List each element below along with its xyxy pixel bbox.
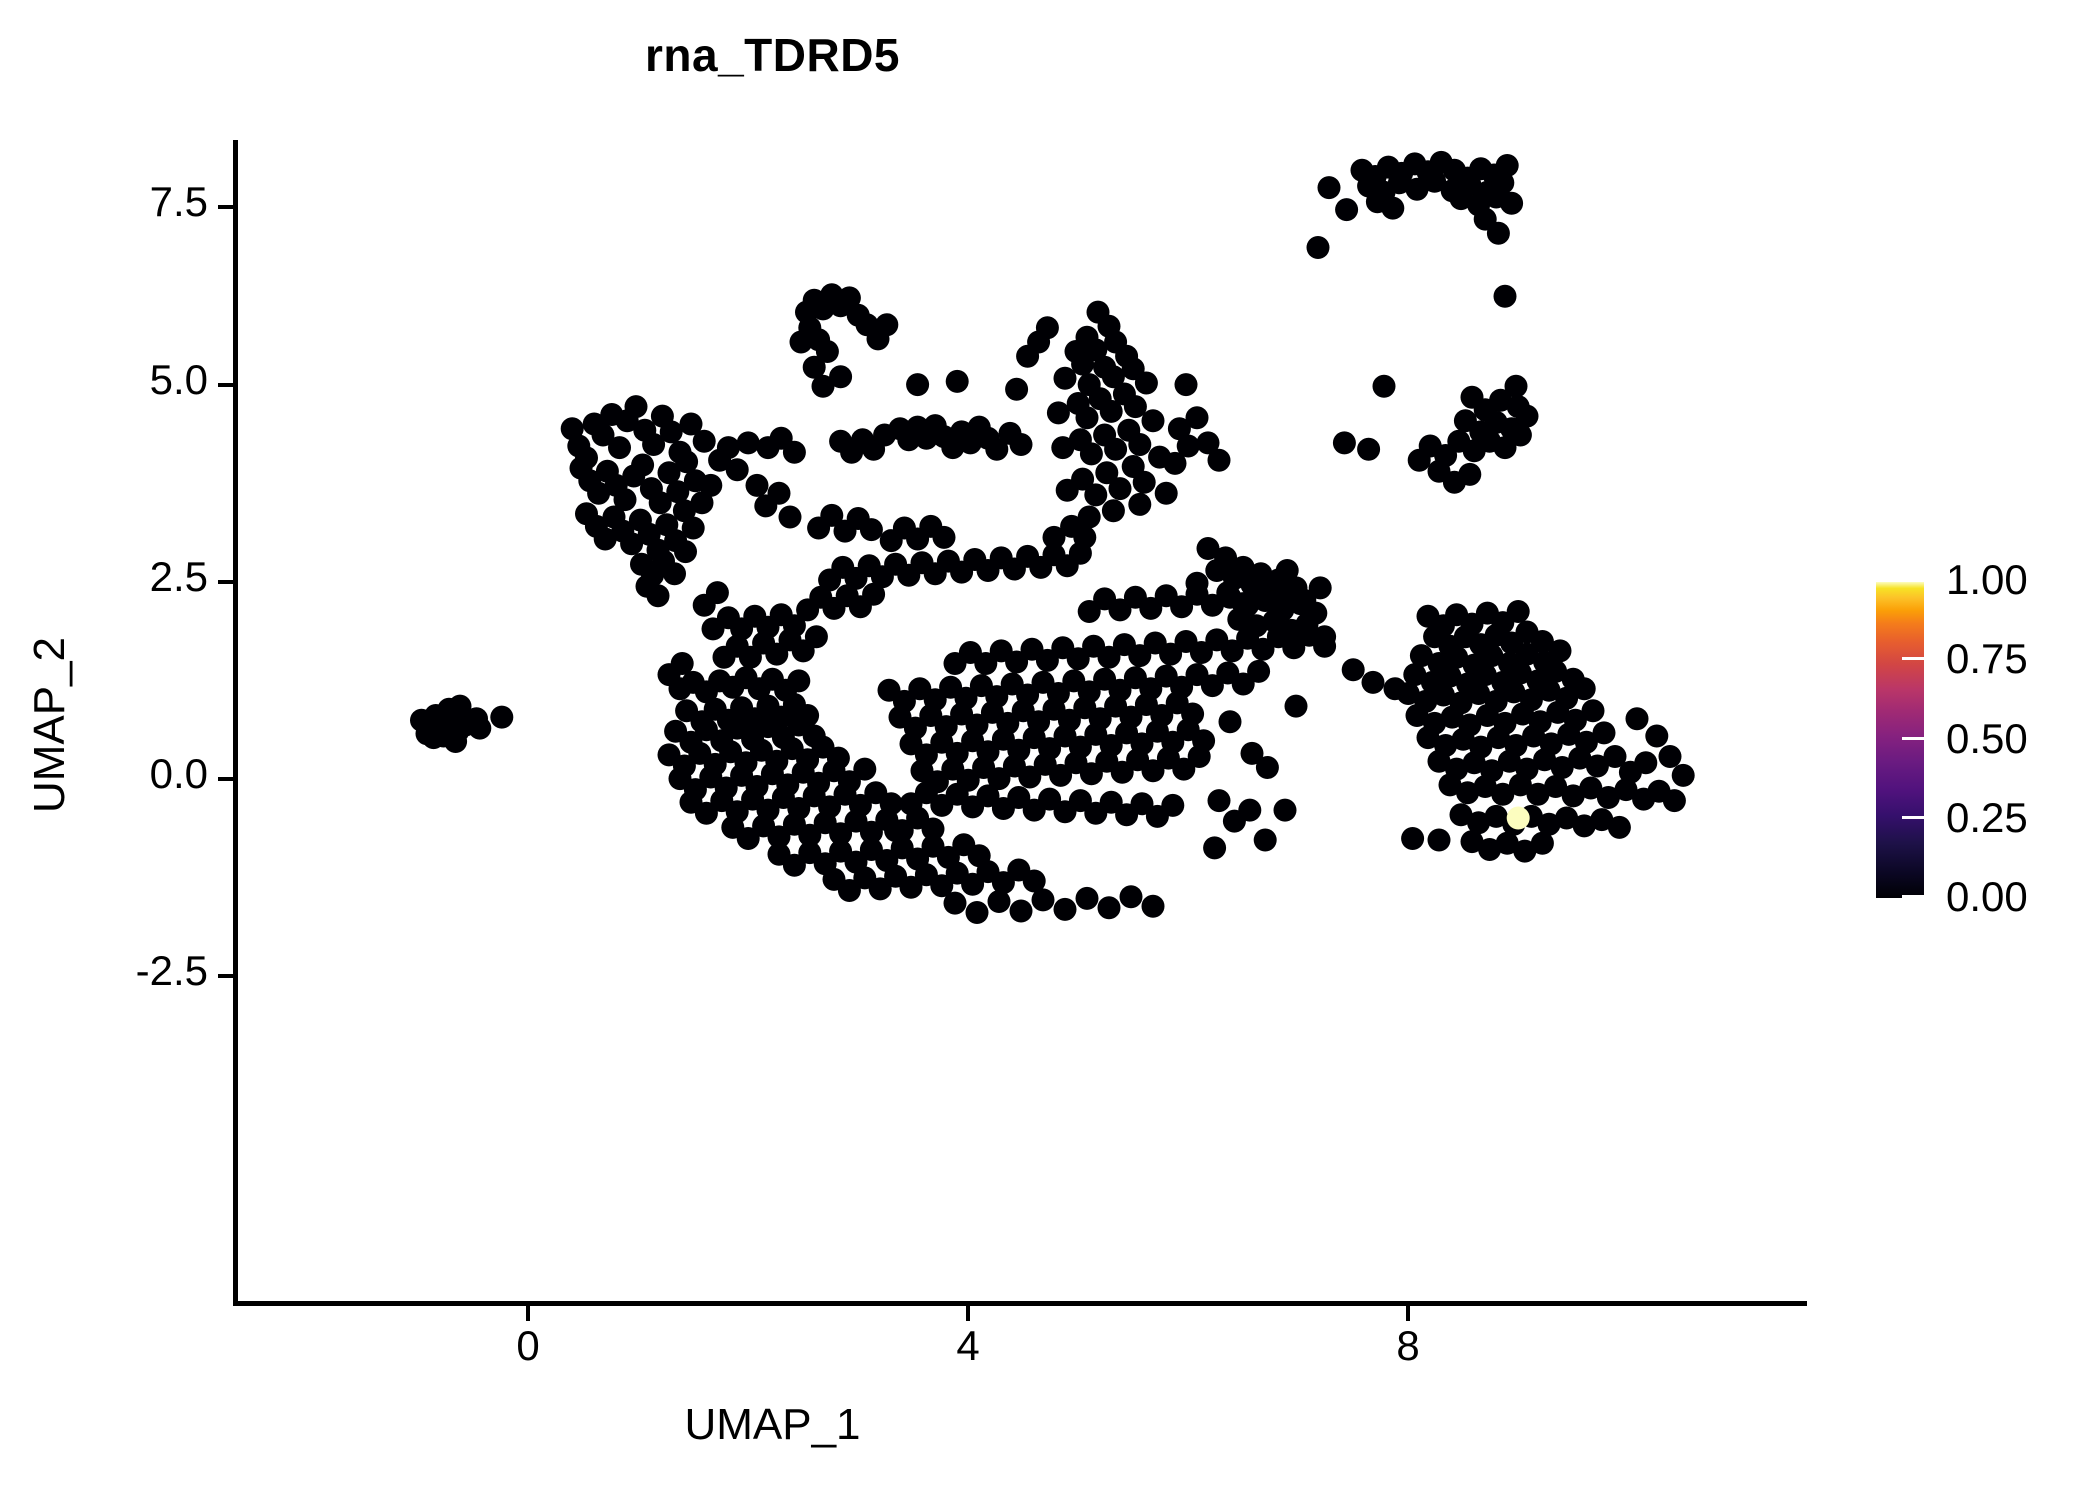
y-tick-label-0.0: 0.0 — [149, 750, 208, 797]
x-tick-mark-8 — [1406, 1306, 1410, 1321]
y-tick-label-7.5: 7.5 — [149, 178, 208, 225]
y-tick-label--2.5: -2.5 — [135, 947, 208, 994]
legend-label-1.00: 1.00 — [1946, 556, 2028, 603]
legend-tick-mark-0.75 — [1902, 657, 1924, 660]
y-tick-mark-2.5 — [218, 580, 233, 584]
page-title: rna_TDRD5 — [644, 29, 900, 81]
legend-tick-mark-0.00 — [1902, 895, 1924, 898]
x-tick-label-4: 4 — [956, 1322, 980, 1369]
legend-label-0.25: 0.25 — [1946, 794, 2028, 841]
y-axis-line — [233, 140, 238, 1305]
x-tick-label-0: 0 — [516, 1322, 540, 1369]
x-tick-mark-4 — [966, 1306, 970, 1321]
y-tick-label-2.5: 2.5 — [149, 553, 208, 600]
x-tick-mark-0 — [526, 1306, 530, 1321]
x-tick-label-8: 8 — [1396, 1322, 1420, 1369]
y-axis-title: UMAP_2 — [25, 636, 74, 814]
legend-tick-mark-0.50 — [1902, 737, 1924, 740]
legend-label-0.50: 0.50 — [1946, 715, 2028, 762]
legend-tick-mark-0.25 — [1902, 816, 1924, 819]
legend-label-0.00: 0.00 — [1946, 873, 2028, 920]
legend-colorbar — [1876, 582, 1924, 898]
y-tick-mark-0.0 — [218, 777, 233, 781]
x-axis-title: UMAP_1 — [684, 1400, 861, 1449]
legend-label-0.75: 0.75 — [1946, 635, 2028, 682]
y-tick-label-5.0: 5.0 — [149, 356, 208, 403]
y-tick-mark-7.5 — [218, 205, 233, 209]
legend: 1.00 0.75 0.50 0.25 0.00 — [1868, 556, 2098, 930]
plot-panel — [236, 140, 1806, 1303]
y-tick-mark-5.0 — [218, 383, 233, 387]
y-tick-mark--2.5 — [218, 974, 233, 978]
x-axis-line — [233, 1301, 1807, 1306]
